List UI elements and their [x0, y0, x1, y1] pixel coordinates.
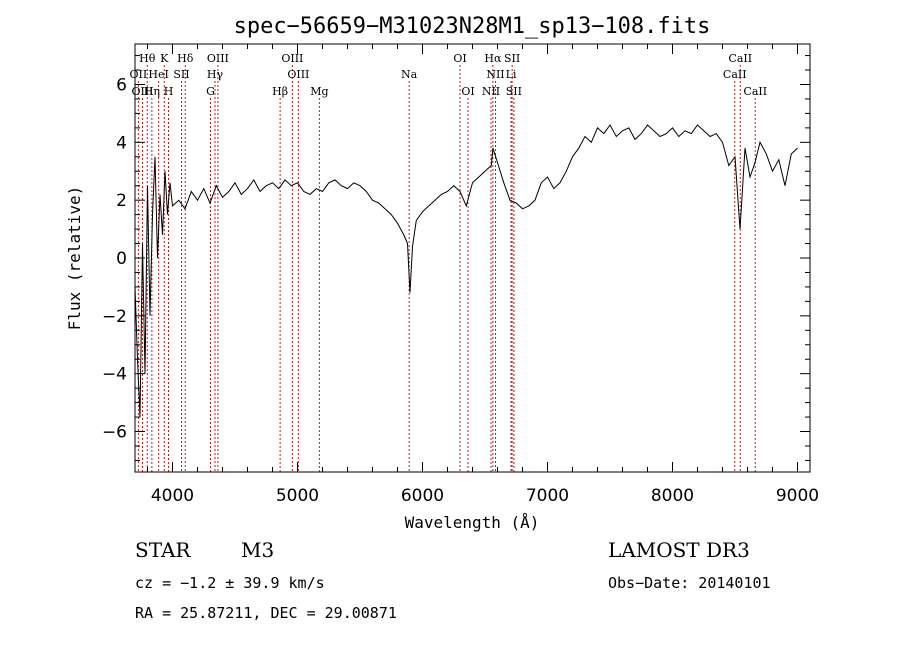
line-label: NII — [486, 68, 504, 81]
line-label: OIII — [281, 52, 303, 65]
y-tick-label: −6 — [102, 423, 127, 443]
redshift-velocity: cz = −1.2 ± 39.9 km/s — [135, 574, 325, 592]
line-label: Hθ — [139, 52, 156, 65]
line-label: SII — [504, 52, 520, 65]
x-tick-label: 7000 — [526, 486, 569, 506]
line-label: Hα — [484, 52, 502, 65]
line-label: OIII — [131, 85, 153, 98]
line-label: K — [160, 52, 169, 65]
line-label: Hβ — [272, 85, 288, 98]
x-tick-label: 8000 — [651, 486, 694, 506]
chart-title: spec−56659−M31023N28M1_sp13−108.fits — [234, 14, 711, 39]
line-label: SII — [173, 68, 189, 81]
y-axis: −6 −4 −2 0 2 4 6 — [102, 55, 810, 461]
line-label: SII — [506, 85, 522, 98]
line-label: Li — [506, 68, 517, 81]
line-label: G — [206, 85, 215, 98]
line-label: CaII — [728, 52, 752, 65]
coordinates: RA = 25.87211, DEC = 29.00871 — [135, 604, 397, 622]
line-label: OII — [130, 68, 148, 81]
line-label: OIII — [207, 52, 229, 65]
survey-name: LAMOST DR3 — [608, 538, 750, 562]
y-tick-label: 2 — [116, 191, 127, 211]
observation-date: Obs−Date: 20140101 — [608, 574, 771, 592]
line-label: CaII — [723, 68, 747, 81]
line-label: OI — [461, 85, 474, 98]
y-tick-label: −4 — [102, 365, 127, 385]
x-tick-label: 6000 — [401, 486, 444, 506]
y-tick-label: 6 — [116, 75, 127, 95]
y-tick-label: 0 — [116, 249, 127, 269]
x-axis: 4000 5000 6000 7000 8000 9000 — [147, 44, 819, 506]
spectrum-line — [134, 124, 798, 418]
line-label: NII — [482, 85, 500, 98]
x-axis-label: Wavelength (Å) — [405, 513, 540, 532]
x-tick-label: 5000 — [276, 486, 319, 506]
y-axis-label: Flux (relative) — [65, 186, 84, 331]
object-subclass: M3 — [241, 538, 275, 562]
object-class: STAR — [135, 538, 191, 562]
x-tick-label: 4000 — [151, 486, 194, 506]
line-label: Hγ — [207, 68, 224, 81]
line-label: H — [164, 85, 174, 98]
line-markers — [137, 65, 756, 472]
y-tick-label: 4 — [116, 133, 127, 153]
plot-frame — [134, 43, 811, 473]
line-label: HeI — [148, 68, 168, 81]
line-label: Hη — [144, 85, 160, 98]
line-label: OI — [453, 52, 466, 65]
y-tick-label: −2 — [102, 307, 127, 327]
line-label: Mg — [310, 85, 328, 98]
line-label: Na — [401, 68, 418, 81]
line-label: Hδ — [177, 52, 194, 65]
line-label: OIII — [287, 68, 309, 81]
x-tick-label: 9000 — [776, 486, 819, 506]
line-label: CaII — [743, 85, 767, 98]
